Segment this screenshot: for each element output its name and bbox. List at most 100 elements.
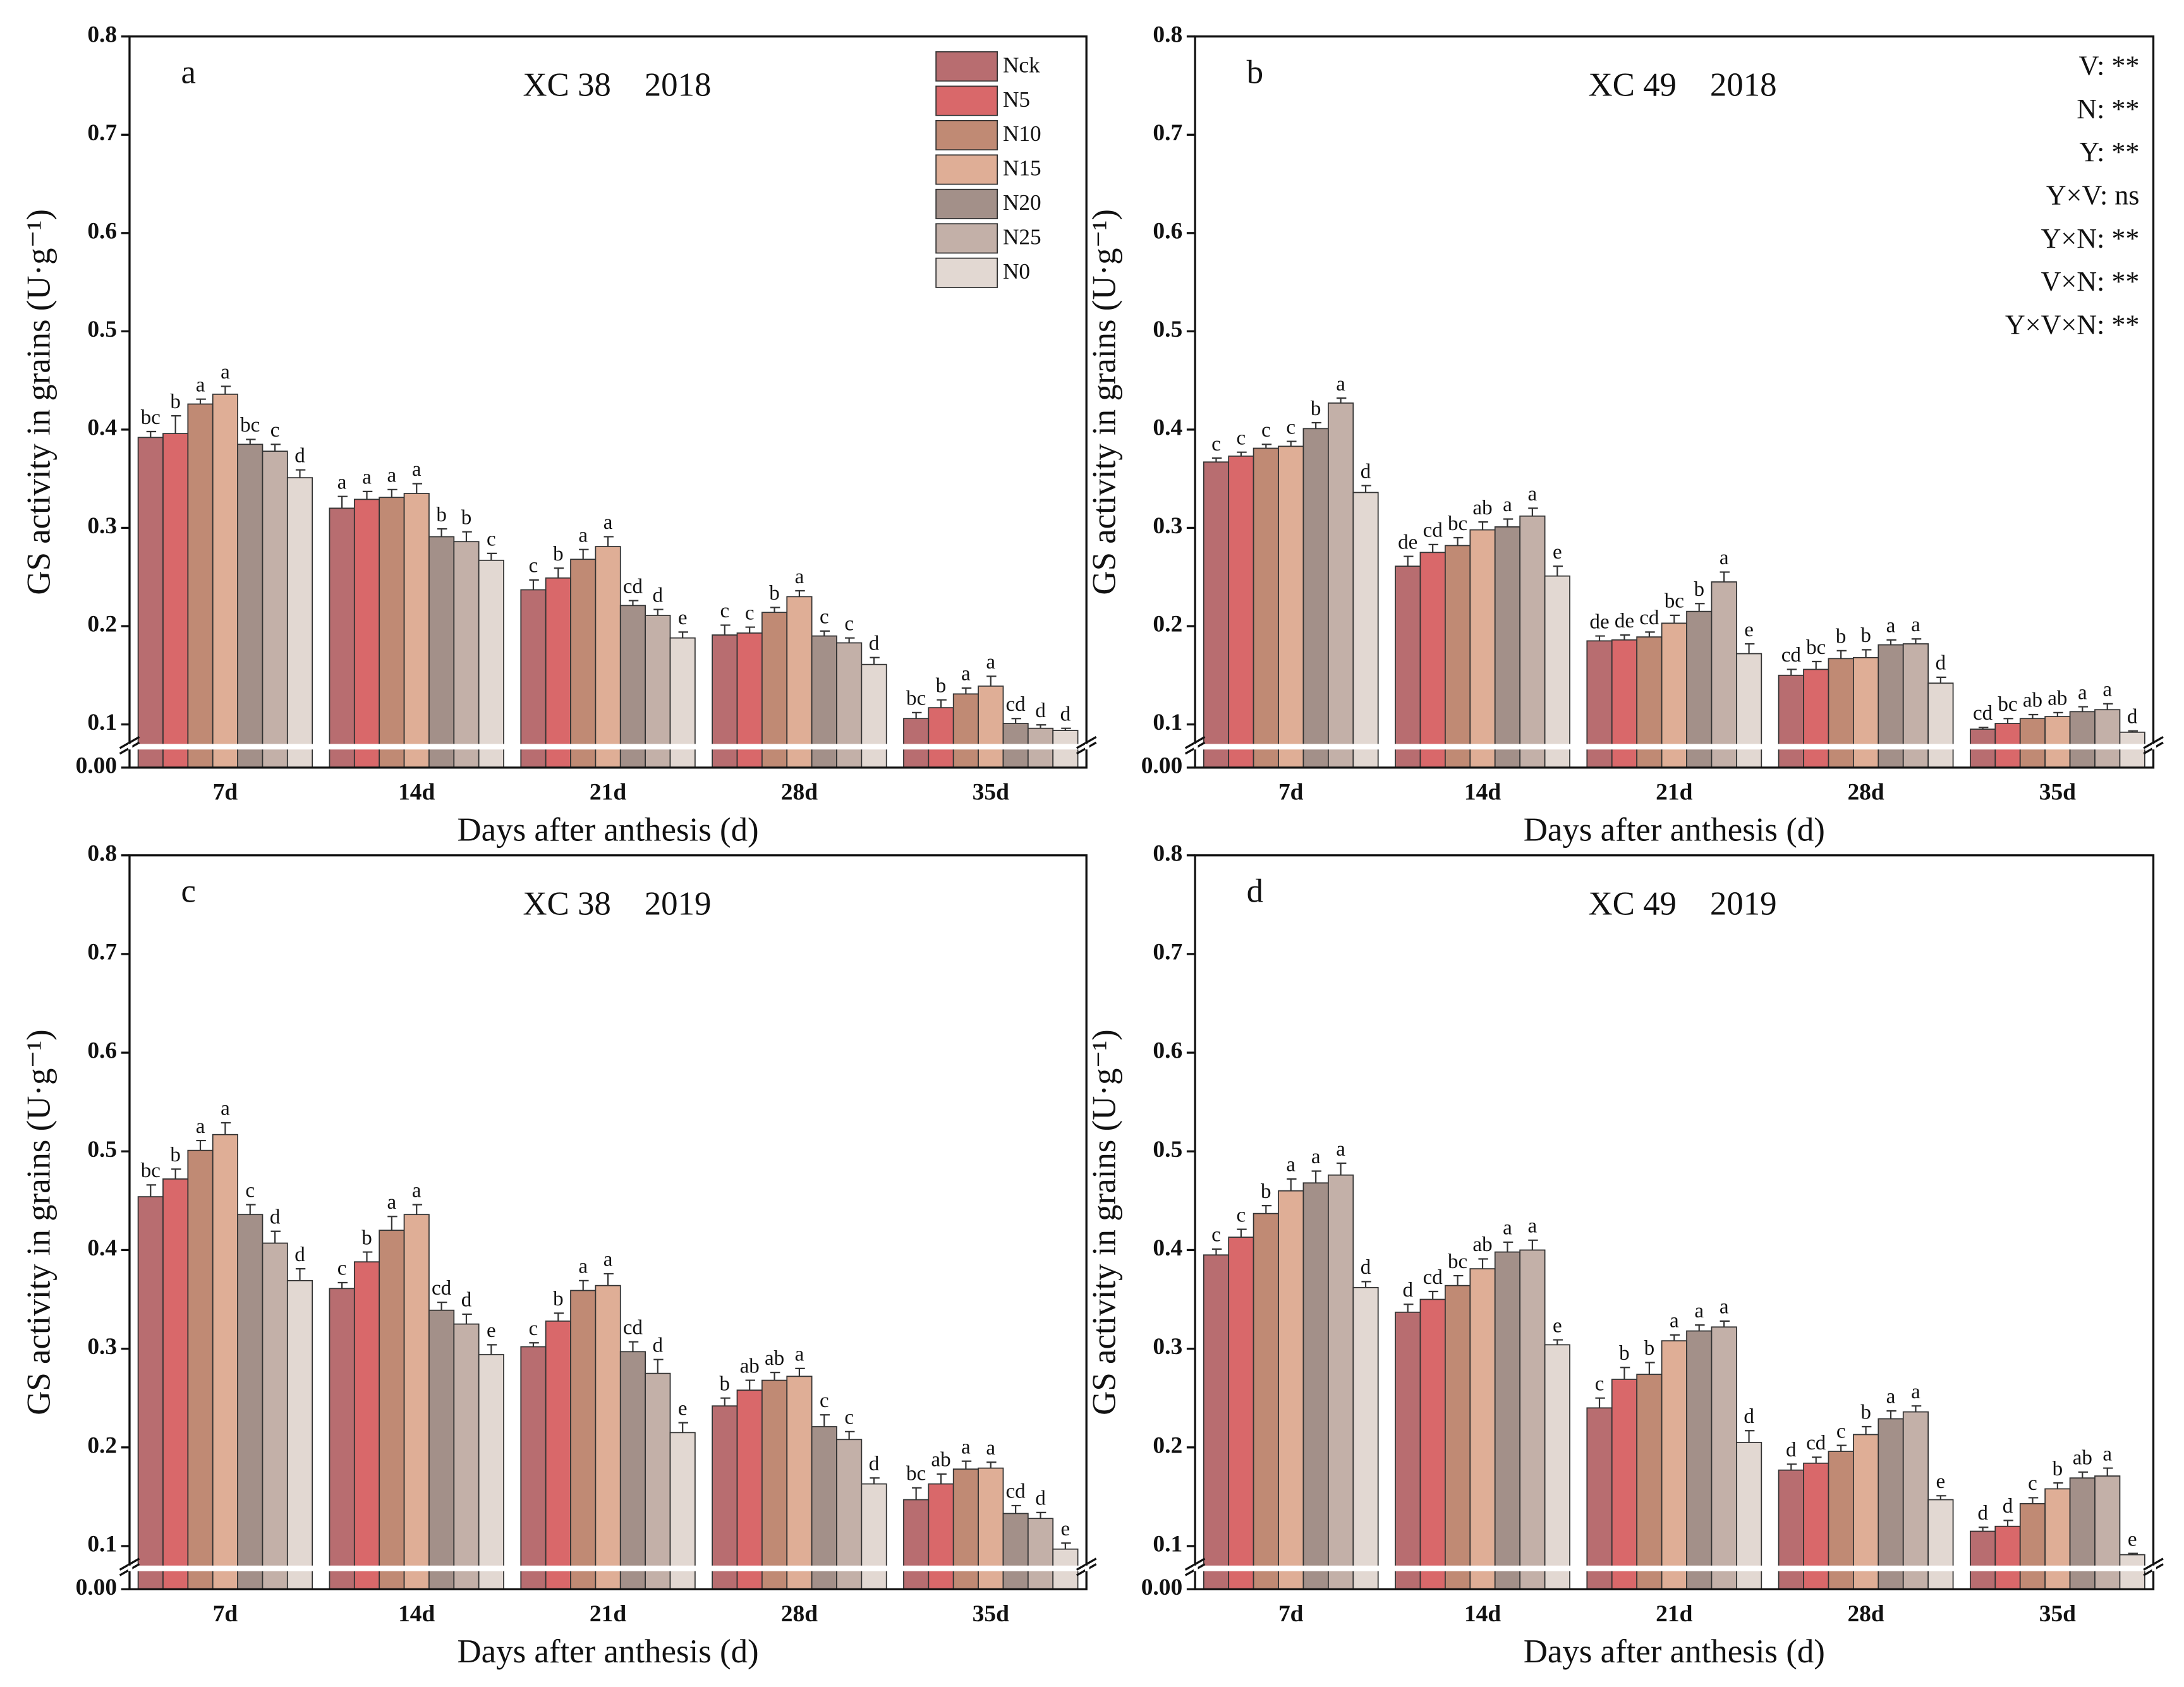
x-tick-label: 28d	[1847, 1601, 1884, 1627]
significance-letter: cd	[1639, 607, 1659, 629]
significance-letter: bc	[906, 687, 926, 710]
significance-letter: a	[1336, 1138, 1345, 1161]
bar	[1203, 1254, 1230, 1590]
significance-letter: a	[1720, 1296, 1729, 1319]
bar	[353, 1261, 380, 1590]
bar	[2069, 711, 2096, 768]
bar	[1544, 575, 1570, 768]
x-tick-label: 14d	[1464, 1601, 1501, 1627]
bar	[453, 1323, 480, 1590]
error-bar	[961, 687, 972, 694]
significance-letter: c	[820, 606, 829, 629]
y-tick-label: 0.5	[1153, 1137, 1182, 1163]
y-tick-label: 0.8	[87, 840, 117, 866]
error-bar	[1336, 1162, 1347, 1175]
bar	[861, 1483, 887, 1590]
break-gap	[2152, 744, 2156, 750]
axis-break	[131, 1565, 1085, 1571]
error-bar	[462, 1313, 472, 1324]
error-bar	[795, 590, 805, 597]
y-axis-title: GS activity in grains (U·g⁻¹)	[1086, 209, 1122, 595]
error-bar	[2053, 711, 2063, 717]
significance-letter: cd	[1006, 693, 1026, 716]
error-bar	[221, 1122, 231, 1135]
error-bar	[295, 1268, 306, 1281]
bar	[403, 493, 430, 768]
bar	[137, 1196, 164, 1590]
bar	[520, 589, 547, 768]
annotation: V×N: **	[2041, 266, 2140, 297]
significance-letter: a	[221, 361, 230, 384]
bar	[978, 686, 1004, 768]
error-bar	[362, 490, 373, 500]
significance-letter: cd	[1781, 644, 1802, 667]
significance-letter: de	[1615, 610, 1634, 632]
bar	[570, 1290, 597, 1590]
significance-letter: a	[1911, 1381, 1920, 1403]
significance-letter: bc	[1448, 1250, 1467, 1273]
error-bar	[1720, 571, 1730, 583]
bar	[1828, 658, 1854, 768]
y-tick-label: 0.7	[87, 940, 117, 965]
bar	[1735, 653, 1762, 768]
bar	[1852, 656, 1879, 768]
bar	[1228, 456, 1254, 768]
significance-letter: c	[844, 612, 854, 635]
legend-swatch	[935, 51, 998, 82]
x-tick-label: 35d	[2039, 779, 2076, 805]
bar	[669, 1432, 696, 1590]
y-tick-label: 0.8	[1153, 21, 1182, 47]
significance-letter: b	[461, 506, 472, 529]
error-bar	[2053, 1482, 2063, 1489]
bar	[928, 707, 954, 768]
bar	[262, 1242, 288, 1590]
significance-letter: cd	[1973, 702, 1993, 725]
significance-letter: b	[1619, 1342, 1630, 1365]
significance-letter: cd	[1806, 1432, 1826, 1454]
bar	[187, 403, 214, 768]
significance-letter: a	[1911, 614, 1920, 636]
significance-letter: d	[1361, 460, 1371, 483]
legend-swatch	[935, 223, 998, 254]
legend-label: N10	[1003, 121, 1041, 146]
significance-letter: b	[436, 504, 447, 526]
legend-label: N20	[1003, 190, 1041, 215]
plot-frame	[1194, 854, 2155, 1590]
significance-letter: bc	[1998, 693, 2017, 716]
bar	[286, 1279, 313, 1590]
annotation: Y×N: **	[2041, 223, 2140, 254]
bar	[2069, 1477, 2096, 1590]
error-bar	[2003, 718, 2013, 723]
x-tick-label: 35d	[2039, 1601, 2076, 1627]
significance-letter: c	[1211, 433, 1221, 456]
significance-letter: cd	[623, 575, 643, 598]
error-bar	[270, 1230, 281, 1243]
bar	[1636, 1374, 1663, 1590]
bar	[1927, 1499, 1954, 1590]
y-tick-label: 0.2	[87, 612, 117, 638]
error-bar	[1836, 650, 1847, 659]
bar	[811, 1426, 837, 1590]
y-tick-label: 0.3	[87, 1334, 117, 1360]
error-bar	[1428, 543, 1438, 553]
error-bar	[795, 1367, 805, 1377]
x-tick-label: 7d	[1278, 1601, 1304, 1627]
bar	[786, 596, 813, 768]
bar	[2019, 718, 2046, 768]
error-bar	[912, 1487, 922, 1500]
y-tick-label: 0.3	[87, 513, 117, 539]
y-axis-title: GS activity in grains (U·g⁻¹)	[20, 209, 57, 595]
error-bar	[912, 711, 922, 719]
error-bar	[2078, 706, 2089, 712]
significance-letter: ab	[2023, 689, 2042, 712]
bar	[645, 1372, 671, 1590]
significance-letter: de	[1398, 531, 1417, 553]
error-bar	[1211, 457, 1222, 463]
significance-letter: d	[2003, 1495, 2013, 1518]
significance-letter: b	[170, 390, 181, 413]
error-bar	[1011, 1504, 1021, 1514]
x-tick-label: 14d	[1464, 779, 1501, 805]
significance-letter: bc	[240, 414, 260, 437]
legend-label: Nck	[1003, 52, 1040, 77]
legend-label: N15	[1003, 156, 1041, 181]
